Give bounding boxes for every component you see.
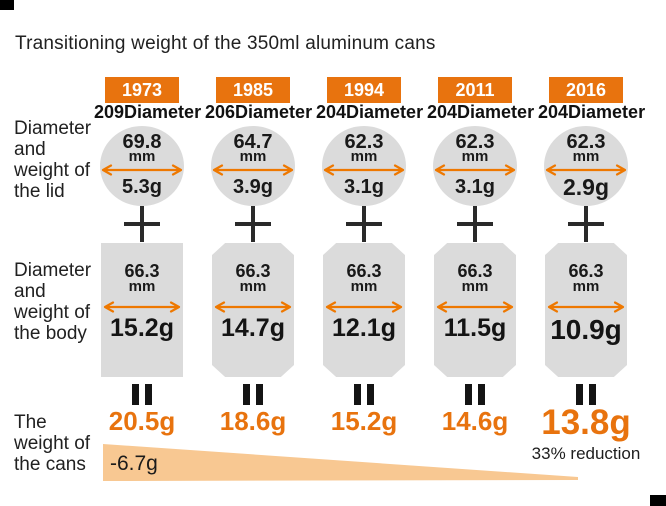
body-diameter-value: 66.3: [346, 261, 382, 281]
body-shape: 66.3 mm 14.7g: [212, 243, 294, 377]
body-diameter-value: 66.3: [457, 261, 493, 281]
year-badge: 1973: [105, 77, 179, 103]
plus-icon: [457, 206, 493, 242]
lid-diameter-value: 64.7: [233, 131, 273, 153]
year-column-1985: 1985 206Diameter 64.7 mm 3.9g 66.3 mm 14…: [205, 0, 313, 506]
width-arrow-icon: [103, 301, 181, 313]
width-arrow-icon: [101, 164, 183, 176]
body-weight-value: 12.1g: [332, 314, 396, 342]
equals-icon: [576, 384, 596, 405]
diameter-standard-label: 204Diameter: [538, 102, 646, 122]
width-arrow-icon: [436, 301, 514, 313]
total-weight-value: 20.5g: [108, 406, 176, 436]
lid-diameter-unit: mm: [350, 148, 378, 165]
lid-shape: 62.3 mm 3.1g: [322, 126, 406, 206]
total-weight-value: 15.2g: [330, 406, 398, 436]
year-column-1994: 1994 204Diameter 62.3 mm 3.1g 66.3 mm 12…: [316, 0, 424, 506]
width-arrow-icon: [212, 164, 294, 176]
plus-icon: [346, 206, 382, 242]
body-diameter-unit: mm: [239, 278, 267, 295]
lid-weight-value: 3.9g: [232, 176, 274, 198]
year-column-1973: 1973 209Diameter 69.8 mm 5.3g 66.3 mm 15…: [94, 0, 202, 506]
lid-shape: 62.3 mm 2.9g: [544, 126, 628, 206]
diameter-standard-label: 204Diameter: [316, 102, 424, 122]
lid-diameter-unit: mm: [461, 148, 489, 165]
body-shape: 66.3 mm 10.9g: [545, 243, 627, 377]
body-diameter-value: 66.3: [235, 261, 271, 281]
year-column-2011: 2011 204Diameter 62.3 mm 3.1g 66.3 mm 11…: [427, 0, 535, 506]
body-diameter-value: 66.3: [568, 261, 604, 281]
equals-icon: [465, 384, 485, 405]
body-weight-value: 15.2g: [110, 314, 174, 342]
lid-shape: 64.7 mm 3.9g: [211, 126, 295, 206]
year-badge: 2011: [438, 77, 512, 103]
body-weight-value: 14.7g: [221, 314, 285, 342]
width-arrow-icon: [547, 301, 625, 313]
body-diameter-unit: mm: [128, 278, 156, 295]
lid-diameter-value: 69.8: [122, 131, 162, 153]
total-weight-value: 13.8g: [541, 403, 631, 442]
lid-diameter-unit: mm: [128, 148, 156, 165]
body-diameter-value: 66.3: [124, 261, 160, 281]
lid-diameter-unit: mm: [572, 148, 600, 165]
equals-icon: [243, 384, 263, 405]
weight-delta-label: -6.7g: [110, 452, 158, 475]
plus-icon: [568, 206, 604, 242]
body-weight-value: 11.5g: [443, 314, 507, 342]
page-title: Transitioning weight of the 350ml alumin…: [15, 33, 436, 54]
lid-diameter-value: 62.3: [455, 131, 495, 153]
width-arrow-icon: [214, 301, 292, 313]
total-weight-value: 18.6g: [219, 406, 287, 436]
row-label-lid: Diameter and weight of the lid: [14, 118, 92, 202]
total-weight-value: 14.6g: [441, 406, 509, 436]
lid-diameter-value: 62.3: [344, 131, 384, 153]
width-arrow-icon: [434, 164, 516, 176]
body-shape: 66.3 mm 11.5g: [434, 243, 516, 377]
reduction-percent-label: 33% reduction: [531, 444, 641, 463]
body-diameter-unit: mm: [350, 278, 378, 295]
body-weight-value: 10.9g: [550, 314, 622, 345]
width-arrow-icon: [325, 301, 403, 313]
diameter-standard-label: 209Diameter: [94, 102, 202, 122]
plus-icon: [124, 206, 160, 242]
lid-shape: 69.8 mm 5.3g: [100, 126, 184, 206]
lid-weight-value: 2.9g: [562, 174, 610, 200]
equals-icon: [354, 384, 374, 405]
corner-mark-top-left: [0, 0, 14, 10]
body-shape: 66.3 mm 12.1g: [323, 243, 405, 377]
year-column-2016: 2016 204Diameter 62.3 mm 2.9g 66.3 mm 10…: [532, 0, 646, 506]
lid-shape: 62.3 mm 3.1g: [433, 126, 517, 206]
body-shape: 66.3 mm 15.2g: [101, 243, 183, 377]
corner-mark-bottom-right: [650, 495, 666, 506]
lid-diameter-unit: mm: [239, 148, 267, 165]
width-arrow-icon: [545, 164, 627, 176]
lid-weight-value: 3.1g: [343, 176, 385, 198]
year-badge: 2016: [549, 77, 623, 103]
body-diameter-unit: mm: [572, 278, 600, 295]
year-badge: 1985: [216, 77, 290, 103]
row-label-body: Diameter and weight of the body: [14, 260, 92, 344]
width-arrow-icon: [323, 164, 405, 176]
equals-icon: [132, 384, 152, 405]
lid-weight-value: 5.3g: [121, 176, 163, 198]
lid-diameter-value: 62.3: [566, 131, 606, 153]
body-diameter-unit: mm: [461, 278, 489, 295]
year-badge: 1994: [327, 77, 401, 103]
lid-weight-value: 3.1g: [454, 176, 496, 198]
diameter-standard-label: 206Diameter: [205, 102, 313, 122]
diameter-standard-label: 204Diameter: [427, 102, 535, 122]
row-label-cans: The weight of the cans: [14, 412, 91, 475]
plus-icon: [235, 206, 271, 242]
